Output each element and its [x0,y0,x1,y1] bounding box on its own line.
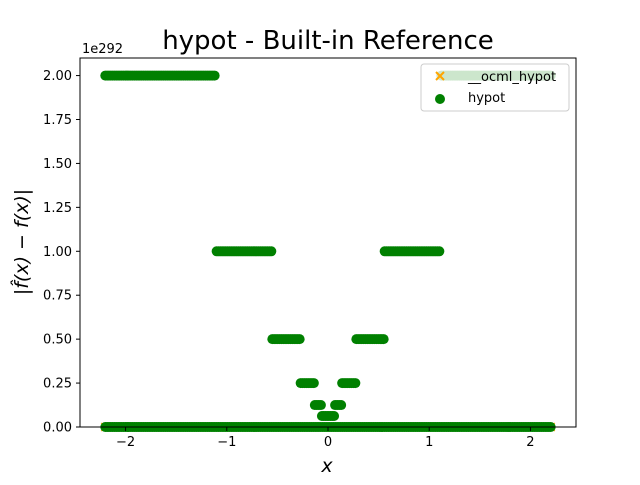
x-tick-label: −1 [217,435,236,450]
legend-hypot-label: hypot [468,91,505,106]
plot-frame [79,57,577,428]
hypot-point [378,334,389,345]
legend-ocml-label: __ocml_hypot [467,70,556,85]
hypot-point [308,378,319,389]
legend-box [420,63,570,112]
chart-title: hypot - Built-in Reference [162,26,494,56]
x-tick-label: 2 [526,435,534,450]
y-tick-label: 1.00 [43,245,72,260]
hypot-point [350,378,361,389]
hypot-point [434,246,445,257]
hypot-point [209,70,220,81]
hypot-point [294,334,305,345]
x-tick-label: 1 [425,435,433,450]
y-tick-label: 0.50 [43,333,72,348]
legend-ocml-marker-icon [435,71,445,81]
y-tick-label: 1.50 [43,157,72,172]
y-offset-text: 1e292 [82,42,123,57]
y-tick-label: 2.00 [43,69,72,84]
y-tick-label: 1.25 [43,201,72,216]
hypot-point [336,400,347,411]
x-tick-label: 0 [324,435,332,450]
legend: __ocml_hypot hypot [420,63,570,112]
x-tick-label: −2 [116,435,135,450]
data-points [100,70,556,432]
y-axis-label: |f̂(x) − f(x)| [11,189,33,295]
y-tick-label: 0.00 [43,421,72,436]
y-tick-label: 0.25 [43,377,72,392]
y-tick-label: 0.75 [43,289,72,304]
x-axis-ticks: −2 −1 0 1 2 [116,427,535,450]
hypot-point [315,400,326,411]
y-tick-label: 1.75 [43,113,72,128]
x-axis-label: x [320,455,333,477]
y-axis-ticks: 0.00 0.25 0.50 0.75 1.00 1.25 1.50 1.75 2.00 [43,69,80,436]
hypot-point [329,411,340,422]
hypot-point [266,246,277,257]
legend-hypot-marker-icon [435,94,445,104]
